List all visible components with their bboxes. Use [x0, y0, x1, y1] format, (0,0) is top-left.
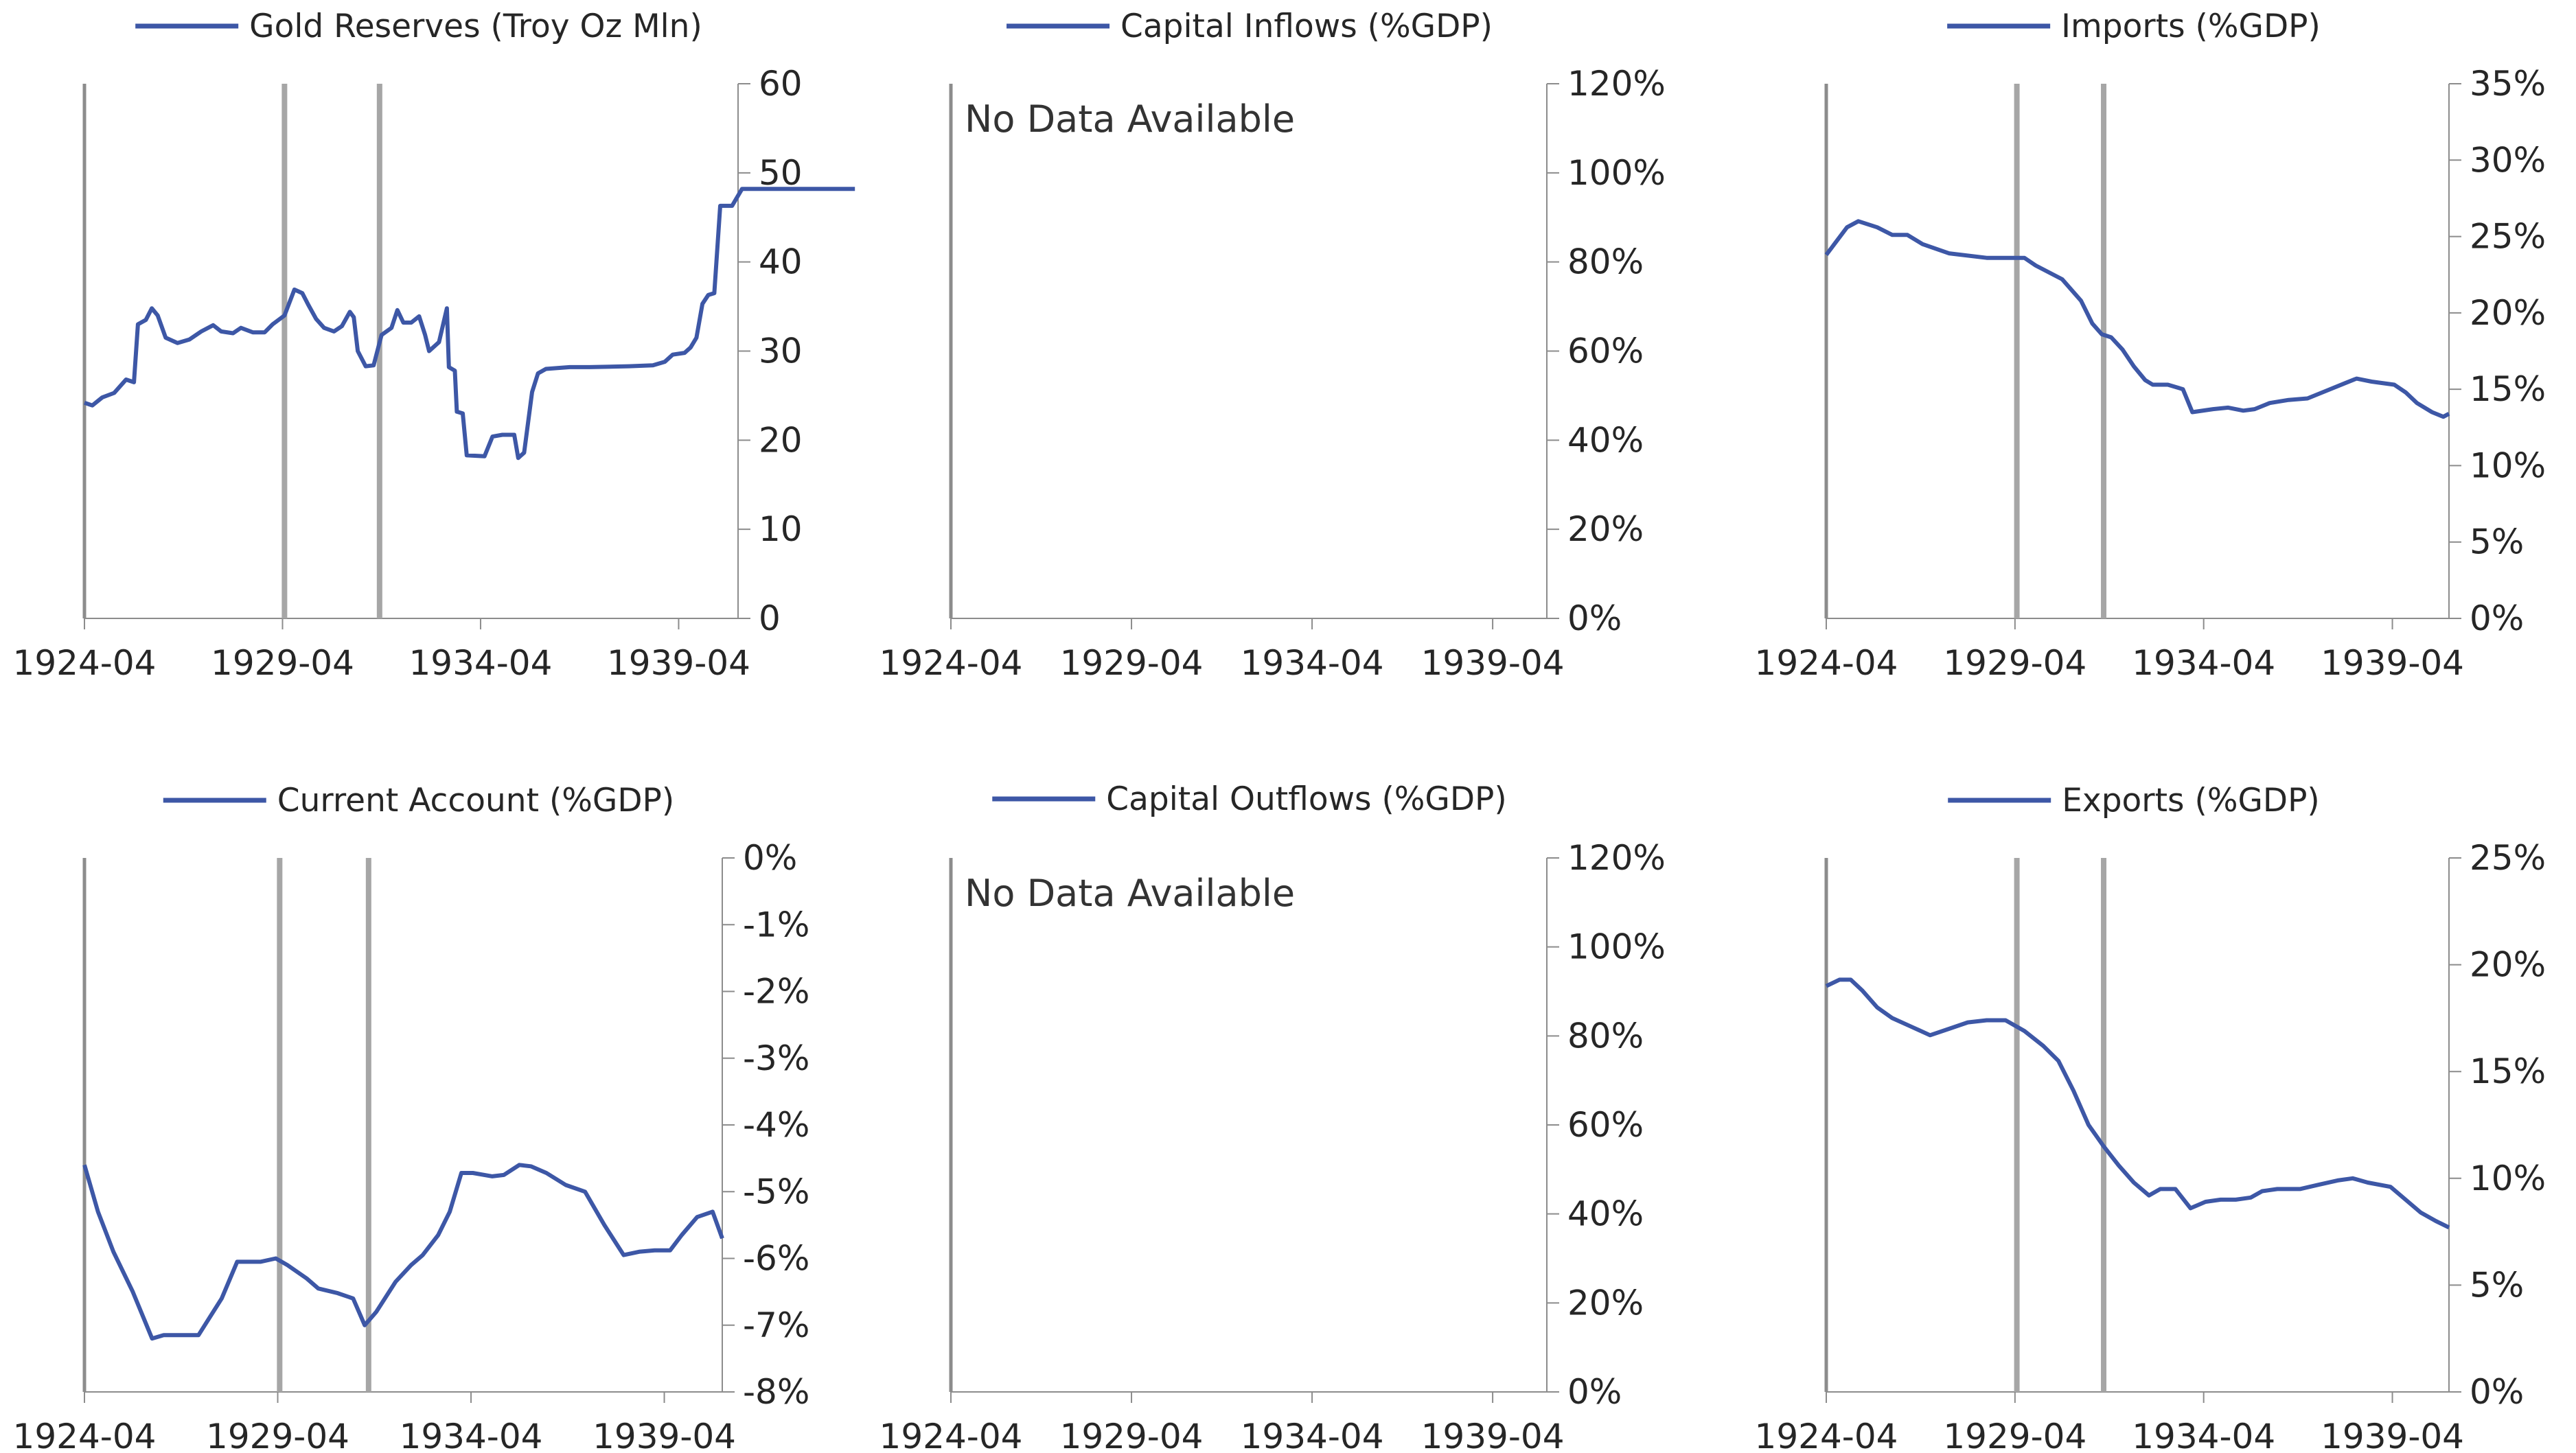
y-tick-label: 40 — [759, 242, 803, 282]
no-data-annotation: No Data Available — [965, 97, 1295, 141]
series-line — [84, 187, 855, 461]
x-tick-label: 1924-04 — [13, 643, 157, 683]
chart-panel-5: 0% 20% 40% 60% 80% 100% 120% 1924-04 1929-04 1934… — [879, 780, 1666, 1453]
y-tick-label: 25% — [2470, 217, 2546, 257]
y-tick-label: -3% — [743, 1038, 809, 1078]
legend: Imports (%GDP) — [1947, 8, 2321, 45]
y-tick-label: -6% — [743, 1239, 809, 1279]
legend-label: Gold Reserves (Troy Oz Mln) — [249, 8, 702, 45]
y-tick-label: 30% — [2470, 140, 2546, 180]
legend-label: Current Account (%GDP) — [277, 782, 674, 820]
x-tick-label: 1924-04 — [879, 643, 1023, 683]
y-tick-label: 5% — [2470, 1265, 2524, 1305]
x-tick-label: 1924-04 — [1755, 1417, 1898, 1453]
x-tick-label: 1929-04 — [1060, 1417, 1204, 1453]
x-tick-label: 1934-04 — [400, 1417, 543, 1453]
y-tick-label: 15% — [2470, 369, 2546, 409]
x-tick-label: 1939-04 — [593, 1417, 736, 1453]
y-tick-label: 20% — [2470, 945, 2546, 985]
legend-label: Capital Outflows (%GDP) — [1106, 780, 1506, 818]
x-tick-label: 1939-04 — [1421, 1417, 1565, 1453]
y-tick-label: 60% — [1567, 332, 1644, 371]
y-tick-label: 35% — [2470, 64, 2546, 104]
y-tick-label: -8% — [743, 1372, 809, 1412]
series-line — [1824, 219, 2450, 419]
y-tick-label: 10% — [2470, 1159, 2546, 1198]
x-tick-label: 1934-04 — [2132, 643, 2275, 683]
chart-panel-4: -8% -7% -6% -5% -4% -3% -2% -1% 0% 1924-04 1929-04… — [13, 782, 810, 1453]
x-tick-label: 1939-04 — [1421, 643, 1565, 683]
y-tick-label: 80% — [1567, 242, 1644, 282]
y-tick-label: 10 — [759, 509, 803, 549]
y-tick-label: -5% — [743, 1172, 809, 1211]
y-tick-label: 60% — [1567, 1105, 1644, 1145]
legend: Gold Reserves (Troy Oz Mln) — [135, 8, 702, 45]
y-tick-label: 15% — [2470, 1051, 2546, 1091]
y-tick-label: 40% — [1567, 420, 1644, 460]
y-tick-label: 50 — [759, 153, 803, 193]
x-tick-label: 1939-04 — [2321, 643, 2464, 683]
y-tick-label: -1% — [743, 905, 809, 944]
x-tick-label: 1929-04 — [206, 1417, 349, 1453]
chart-panel-3: 0% 5% 10% 15% 20% 25% 30% 35% 1924-04 1929-04 1934… — [1755, 8, 2546, 683]
x-tick-label: 1939-04 — [2321, 1417, 2464, 1453]
chart-panel-1: 0 10 20 30 40 50 60 1924-04 1929-04 1934-04 1939-0… — [13, 8, 855, 683]
y-tick-label: 0 — [759, 598, 781, 638]
x-tick-label: 1929-04 — [1943, 643, 2086, 683]
y-tick-label: 0% — [2470, 598, 2524, 638]
y-tick-label: 100% — [1567, 153, 1666, 193]
y-tick-label: 60 — [759, 64, 803, 104]
chart-panel-2: 0% 20% 40% 60% 80% 100% 120% 1924-04 1929-04 1934… — [879, 8, 1666, 683]
y-tick-label: 0% — [743, 838, 797, 878]
x-tick-label: 1924-04 — [879, 1417, 1023, 1453]
legend: Capital Outflows (%GDP) — [992, 780, 1507, 818]
y-tick-label: 10% — [2470, 445, 2546, 485]
x-tick-label: 1929-04 — [1060, 643, 1204, 683]
y-tick-label: 0% — [2470, 1372, 2524, 1412]
x-tick-label: 1934-04 — [2132, 1417, 2275, 1453]
y-tick-label: 0% — [1567, 598, 1622, 638]
legend: Capital Inflows (%GDP) — [1007, 8, 1493, 45]
y-tick-label: 30 — [759, 332, 803, 371]
legend-label: Exports (%GDP) — [2062, 782, 2320, 820]
x-tick-label: 1924-04 — [1755, 643, 1898, 683]
x-tick-label: 1934-04 — [1241, 643, 1384, 683]
y-tick-label: 0% — [1567, 1372, 1622, 1412]
y-tick-label: 120% — [1567, 64, 1666, 104]
y-tick-label: 20 — [759, 420, 803, 460]
y-tick-label: 100% — [1567, 927, 1666, 967]
y-tick-label: 25% — [2470, 838, 2546, 878]
legend: Exports (%GDP) — [1948, 782, 2320, 820]
x-tick-label: 1934-04 — [1241, 1417, 1384, 1453]
x-tick-label: 1929-04 — [211, 643, 354, 683]
no-data-annotation: No Data Available — [965, 872, 1295, 915]
y-tick-label: -7% — [743, 1305, 809, 1345]
y-tick-label: 20% — [1567, 509, 1644, 549]
y-tick-label: 20% — [1567, 1283, 1644, 1323]
legend-label: Capital Inflows (%GDP) — [1120, 8, 1493, 45]
series-line — [82, 1163, 724, 1341]
legend: Current Account (%GDP) — [163, 782, 674, 820]
y-tick-label: 40% — [1567, 1194, 1644, 1234]
chart-panel-6: 0% 5% 10% 15% 20% 25% 1924-04 1929-04 1934-04 193… — [1755, 782, 2546, 1453]
x-tick-label: 1939-04 — [607, 643, 750, 683]
y-tick-label: 5% — [2470, 522, 2524, 562]
x-tick-label: 1924-04 — [13, 1417, 157, 1453]
series-line — [1825, 977, 2450, 1230]
y-tick-label: 80% — [1567, 1016, 1644, 1056]
x-tick-label: 1934-04 — [409, 643, 553, 683]
y-tick-label: 20% — [2470, 293, 2546, 333]
y-tick-label: -4% — [743, 1105, 809, 1145]
legend-label: Imports (%GDP) — [2061, 8, 2321, 45]
y-tick-label: -2% — [743, 972, 809, 1012]
y-tick-label: 120% — [1567, 838, 1666, 878]
x-tick-label: 1929-04 — [1943, 1417, 2086, 1453]
